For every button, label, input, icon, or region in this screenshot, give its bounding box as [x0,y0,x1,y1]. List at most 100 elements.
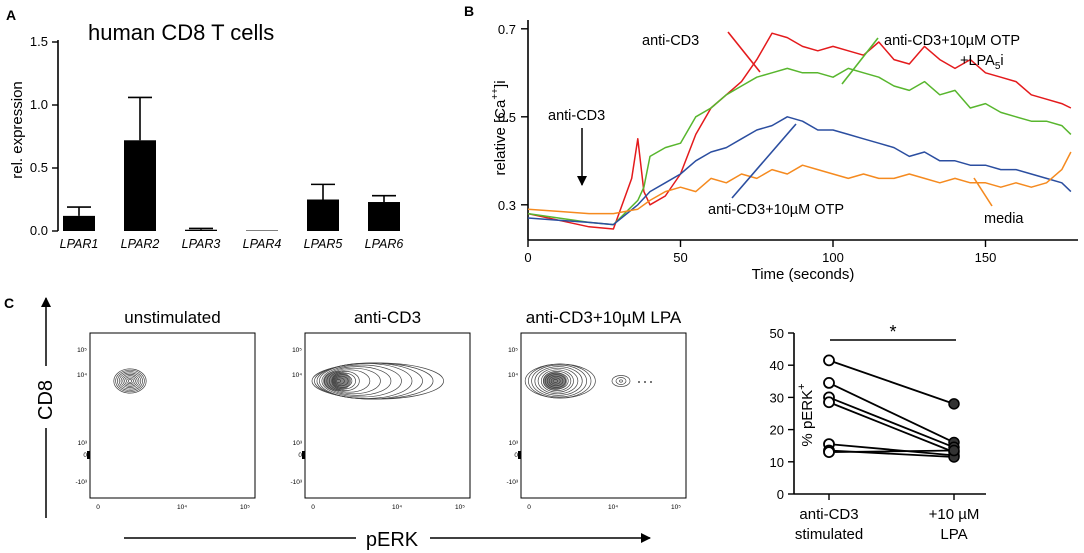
panel-label-c: C [4,295,14,311]
panel-c: C CD8 pERK unstimulated 10⁵ 10⁴ 10³ 0 -10³ 0 10… [4,295,687,551]
significance-marker: * [889,322,896,342]
paired-ytick-label: 40 [770,358,784,373]
flow-contour-ring [619,379,623,383]
paired-point-stim [823,446,835,459]
panel-label-a: A [6,7,16,23]
flow-zero-marker [518,451,521,459]
flow-ytick-label: 10⁵ [508,347,518,354]
paired-connector [828,443,955,457]
paired-point-stim [823,396,835,409]
flow-xtick-label: 10⁴ [177,504,187,511]
flow-contour-ring [124,376,136,386]
flow-contour-ring [524,363,596,399]
flow-zero-marker [87,451,90,459]
flow-xtick-label: 0 [96,504,100,511]
panel-a-bar [185,229,217,231]
paired-cat-0-line1: anti-CD3 [799,506,858,523]
panel-a-category-label: LPAR3 [182,237,221,251]
panel-b-ytick-label: 0.3 [498,198,516,213]
flow-ytick-label: 0 [83,452,87,459]
panel-a-ytick-label: 1.0 [30,97,48,112]
flow-xtick-label: 10⁴ [608,504,618,511]
panel-a-bar [124,140,156,231]
panel-a-bars [63,96,400,231]
flow-contour-ring [611,375,631,387]
flow-contour-ring [113,368,147,394]
flow-plot-title: unstimulated [124,308,220,327]
flow-contour-ring [117,371,143,391]
panel-a-y-ticks: 0.0 0.5 1.0 1.5 [30,34,58,238]
panel-a-category-label: LPAR2 [121,237,160,251]
flow-ytick-label: 0 [514,452,518,459]
panel-b-leader-red [727,31,761,73]
flow-contours [113,368,147,394]
panel-b-leader-green [841,37,879,85]
flow-plot-title: anti-CD3+10µM LPA [526,308,682,327]
flow-plot-title: anti-CD3 [354,308,421,327]
panel-b-arrow-label: anti-CD3 [548,108,605,124]
flow-plot-frame [520,332,687,499]
paired-ytick-label: 10 [770,455,784,470]
panel-b-xtick-label: 150 [975,250,997,265]
flow-contour-ring [531,364,587,398]
panel-a-category-label: LPAR6 [365,237,404,251]
paired-connector [828,449,955,454]
panel-b-label-green-i: i [1000,53,1003,69]
flow-contour-core [543,372,567,390]
flow-ytick-label: 10⁴ [508,372,518,379]
paired-points [823,354,960,463]
paired-connector [828,401,955,453]
panel-b: B relative [Ca++]i 0 50 100 150 0.3 0.5 0.7 Ti… [464,3,1078,283]
panel-a-category-labels: LPAR1 LPAR2 LPAR3 LPAR4 LPAR5 LPAR6 [60,237,404,251]
flow-event-dot [638,381,640,383]
panel-a-ylabel: rel. expression [9,81,26,179]
flow-zero-marker [302,451,305,459]
flow-ytick-label: 10³ [78,440,88,447]
paired-cat-1-line2: LPA [940,526,967,543]
paired-point-lpa [948,444,960,457]
panel-a-bar [246,230,278,231]
panel-label-b: B [464,3,474,19]
flow-ytick-label: -10³ [290,479,302,486]
flow-contour-ring [615,377,627,385]
flow-plot-2: anti-CD3+10µM LPA 10⁵ 10⁴ 10³ 0 -10³ 0 10⁴ 10⁵ [506,308,687,511]
panel-b-label-red: anti-CD3 [642,33,699,49]
flow-contour-ring [534,366,583,396]
paired-point-stim [823,354,835,367]
flow-contour-ring [126,377,134,385]
paired-point-lpa [948,398,960,410]
panel-b-label-green-lpa: +LPA [960,53,995,69]
paired-connector [828,396,955,449]
panel-a-bar [307,199,339,231]
panel-b-series-green [527,67,1072,226]
flow-plot-frame [89,332,256,499]
flow-contour-ring [115,369,145,393]
panel-b-xtick-label: 0 [524,250,531,265]
paired-ytick-label: 20 [770,423,784,438]
flow-xtick-label: 10⁵ [455,504,465,511]
flow-ytick-label: 0 [298,452,302,459]
flow-ytick-label: 10⁴ [292,372,302,379]
flow-xtick-label: 0 [527,504,531,511]
paired-ticks: 0 10 20 30 40 50 [770,326,955,502]
panel-a-category-label: LPAR5 [304,237,343,251]
flow-xtick-label: 10⁵ [240,504,250,511]
flow-ytick-label: -10³ [75,479,87,486]
panel-b-leader-blue [731,123,797,199]
flow-contour-ring [122,375,138,387]
panel-b-series-blue [527,116,1072,226]
flow-ytick-label: 10⁵ [77,347,87,354]
panel-b-label-green-sub: 5 [995,61,1001,72]
paired-ytick-label: 0 [777,487,784,502]
panel-b-label-green-line2: +LPA5i [960,53,1004,72]
panel-b-label-orange: media [984,211,1024,227]
paired-ylabel: % pERK+ [796,383,816,446]
flow-ytick-label: 10⁴ [77,372,87,379]
flow-contours [524,363,652,399]
flow-event-dot [644,381,646,383]
flow-contour-ring [118,372,142,390]
panel-a-bar [368,202,400,231]
flow-plot-1: anti-CD3 10⁵ 10⁴ 10³ 0 -10³ 0 10⁴ 10⁵ [290,308,471,511]
paired-ylabel-sup: + [796,383,808,389]
